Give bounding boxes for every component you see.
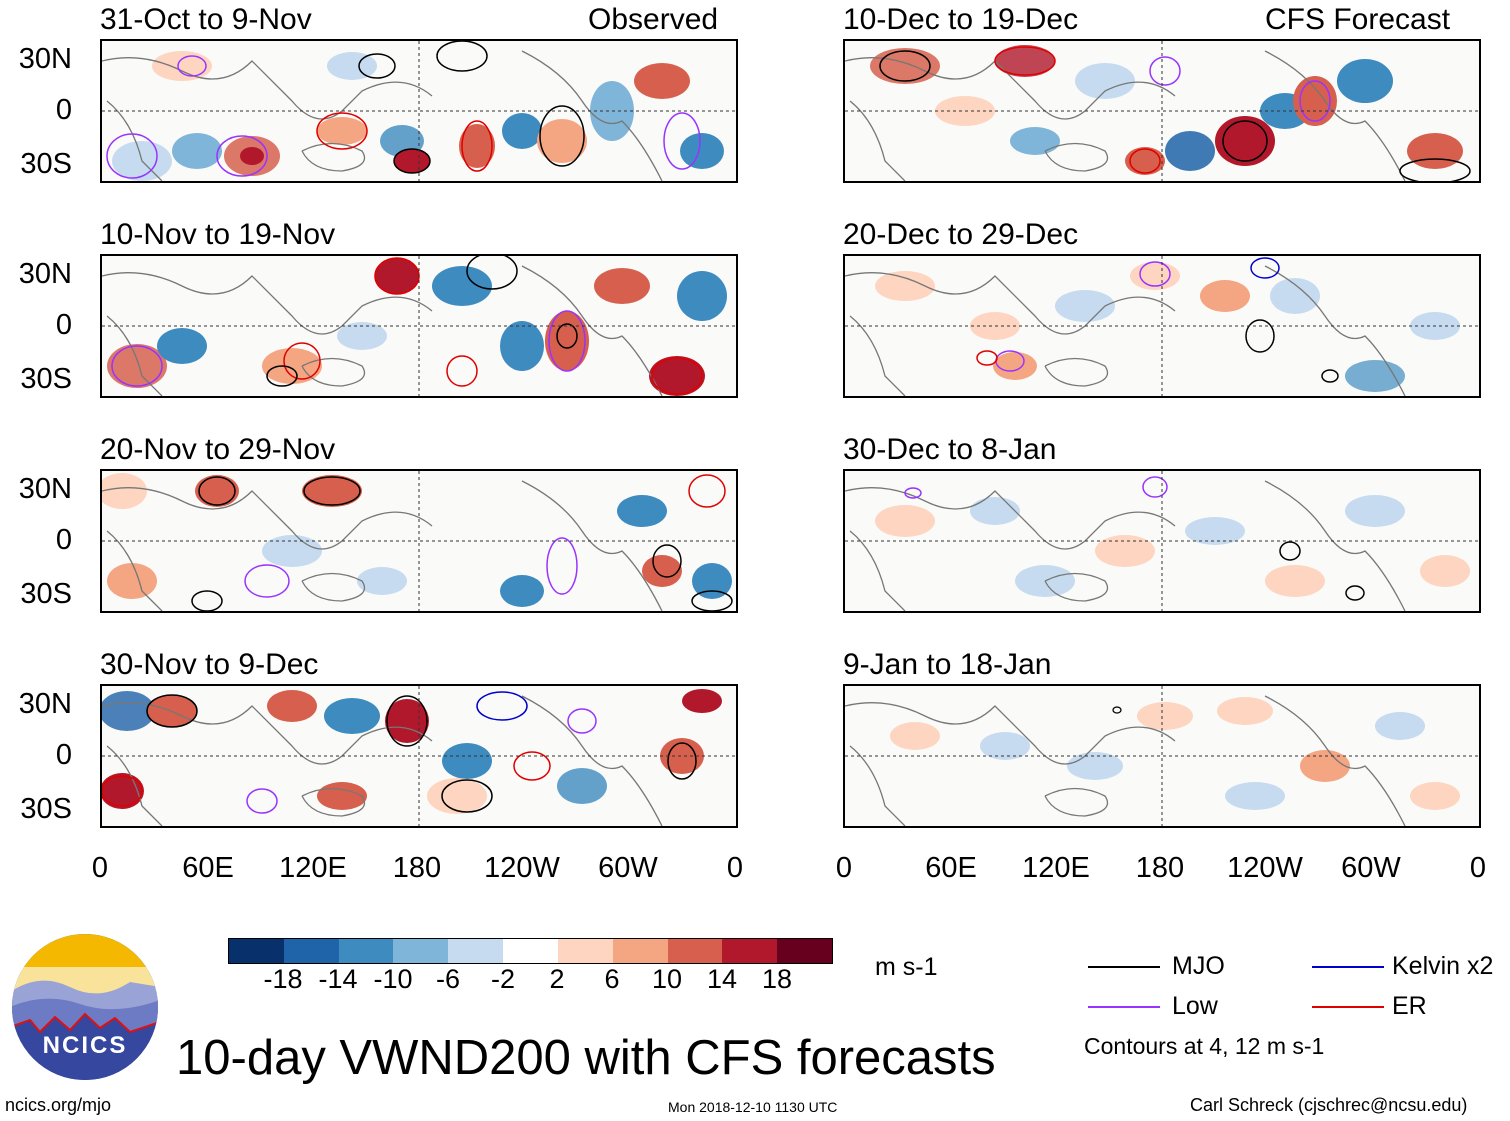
colorbar-swatch (503, 939, 558, 963)
lat-label-30n: 30N (18, 43, 72, 75)
vwnd-anomaly-map (845, 41, 1479, 181)
map-panel-8 (843, 684, 1481, 828)
colorbar-tick: -2 (490, 964, 515, 994)
panel-4-date-range: 30-Nov to 9-Dec (100, 648, 319, 681)
colorbar-swatch (448, 939, 504, 963)
map-panel-6 (843, 254, 1481, 398)
colorbar-swatch (777, 939, 832, 963)
lon-label-0: 0 (91, 852, 109, 884)
map-panel-7 (843, 469, 1481, 613)
map-panel-3 (100, 469, 738, 613)
lat-label-30s: 30S (20, 148, 72, 180)
contour-note: Contours at 4, 12 m s-1 (1084, 1033, 1325, 1059)
colorbar-swatch (557, 939, 613, 963)
lat-label-30n: 30N (18, 473, 72, 505)
vwnd-anomaly-map (102, 471, 736, 611)
forecast-label: CFS Forecast (1265, 3, 1451, 36)
ncics-logo-icon (12, 934, 158, 1080)
lon-label-120w: 120W (484, 852, 560, 884)
footer-timestamp: Mon 2018-12-10 1130 UTC (668, 1099, 838, 1115)
colorbar-swatch (229, 939, 284, 963)
ncics-logo: NCICS (10, 932, 160, 1082)
lat-label-eq: 0 (55, 739, 72, 771)
colorbar-tick: -10 (373, 964, 413, 994)
map-panel-4 (100, 684, 738, 828)
colorbar-tick: 10 (651, 964, 683, 994)
vwnd-anomaly-map (845, 256, 1479, 396)
lon-label-120e: 120E (1022, 852, 1090, 884)
legend-label-er: ER (1392, 992, 1427, 1020)
observed-label: Observed (588, 3, 719, 36)
colorbar-swatch (612, 939, 668, 963)
vwnd-anomaly-map (845, 471, 1479, 611)
colorbar-tick: 6 (604, 964, 620, 994)
lon-label-60e: 60E (182, 852, 234, 884)
lat-label-30n: 30N (18, 258, 72, 290)
lon-label-0: 0 (1469, 852, 1487, 884)
colorbar-swatch (667, 939, 723, 963)
colorbar-swatch (338, 939, 394, 963)
colorbar-tick: -6 (435, 964, 460, 994)
map-panel-2 (100, 254, 738, 398)
figure-title: 10-day VWND200 with CFS forecasts (176, 1031, 996, 1085)
panel-8-date-range: 9-Jan to 18-Jan (843, 648, 1052, 681)
map-panel-1 (100, 39, 738, 183)
panel-1-date-range: 31-Oct to 9-Nov (100, 3, 312, 36)
logo-text: NCICS (42, 1032, 128, 1059)
legend-label-kelvin: Kelvin x2 (1392, 952, 1494, 980)
lat-label-30s: 30S (20, 363, 72, 395)
colorbar-tick: -18 (263, 964, 303, 994)
lat-label-30s: 30S (20, 578, 72, 610)
legend-line-er (1312, 1006, 1384, 1008)
lat-label-eq: 0 (55, 309, 72, 341)
legend-line-low (1088, 1006, 1160, 1008)
vwnd-anomaly-map (102, 256, 736, 396)
legend-line-mjo (1088, 966, 1160, 968)
vwnd-anomaly-map (102, 41, 736, 181)
legend-label-low: Low (1172, 992, 1218, 1020)
footer-url[interactable]: ncics.org/mjo (5, 1095, 112, 1115)
lon-label-120e: 120E (279, 852, 347, 884)
colorbar-unit: m s-1 (875, 953, 938, 981)
lat-label-eq: 0 (55, 94, 72, 126)
lat-label-30s: 30S (20, 793, 72, 825)
colorbar-tick: 18 (761, 964, 793, 994)
panel-3-date-range: 20-Nov to 29-Nov (100, 433, 336, 466)
panel-6-date-range: 20-Dec to 29-Dec (843, 218, 1079, 251)
legend-label-mjo: MJO (1172, 952, 1225, 980)
lat-label-eq: 0 (55, 524, 72, 556)
lon-label-60e: 60E (925, 852, 977, 884)
lon-label-0: 0 (835, 852, 853, 884)
lon-label-180: 180 (392, 852, 442, 884)
panel-7-date-range: 30-Dec to 8-Jan (843, 433, 1057, 466)
lon-label-0: 0 (726, 852, 744, 884)
lon-label-120w: 120W (1227, 852, 1303, 884)
colorbar-swatch (393, 939, 449, 963)
lon-label-60w: 60W (598, 852, 658, 884)
panel-5-date-range: 10-Dec to 19-Dec (843, 3, 1079, 36)
vwnd-anomaly-map (102, 686, 736, 826)
colorbar-tick: -14 (318, 964, 358, 994)
panel-2-date-range: 10-Nov to 19-Nov (100, 218, 336, 251)
colorbar-tick: 14 (706, 964, 738, 994)
lon-label-60w: 60W (1341, 852, 1401, 884)
vwnd-anomaly-map (845, 686, 1479, 826)
colorbar-swatch (722, 939, 778, 963)
colorbar-swatch (283, 939, 339, 963)
map-panel-5 (843, 39, 1481, 183)
legend-line-kelvin (1312, 966, 1384, 968)
lat-label-30n: 30N (18, 688, 72, 720)
footer-credit: Carl Schreck (cjschrec@ncsu.edu) (1190, 1095, 1468, 1115)
colorbar-tick: 2 (549, 964, 565, 994)
lon-label-180: 180 (1135, 852, 1185, 884)
colorbar (228, 938, 833, 964)
